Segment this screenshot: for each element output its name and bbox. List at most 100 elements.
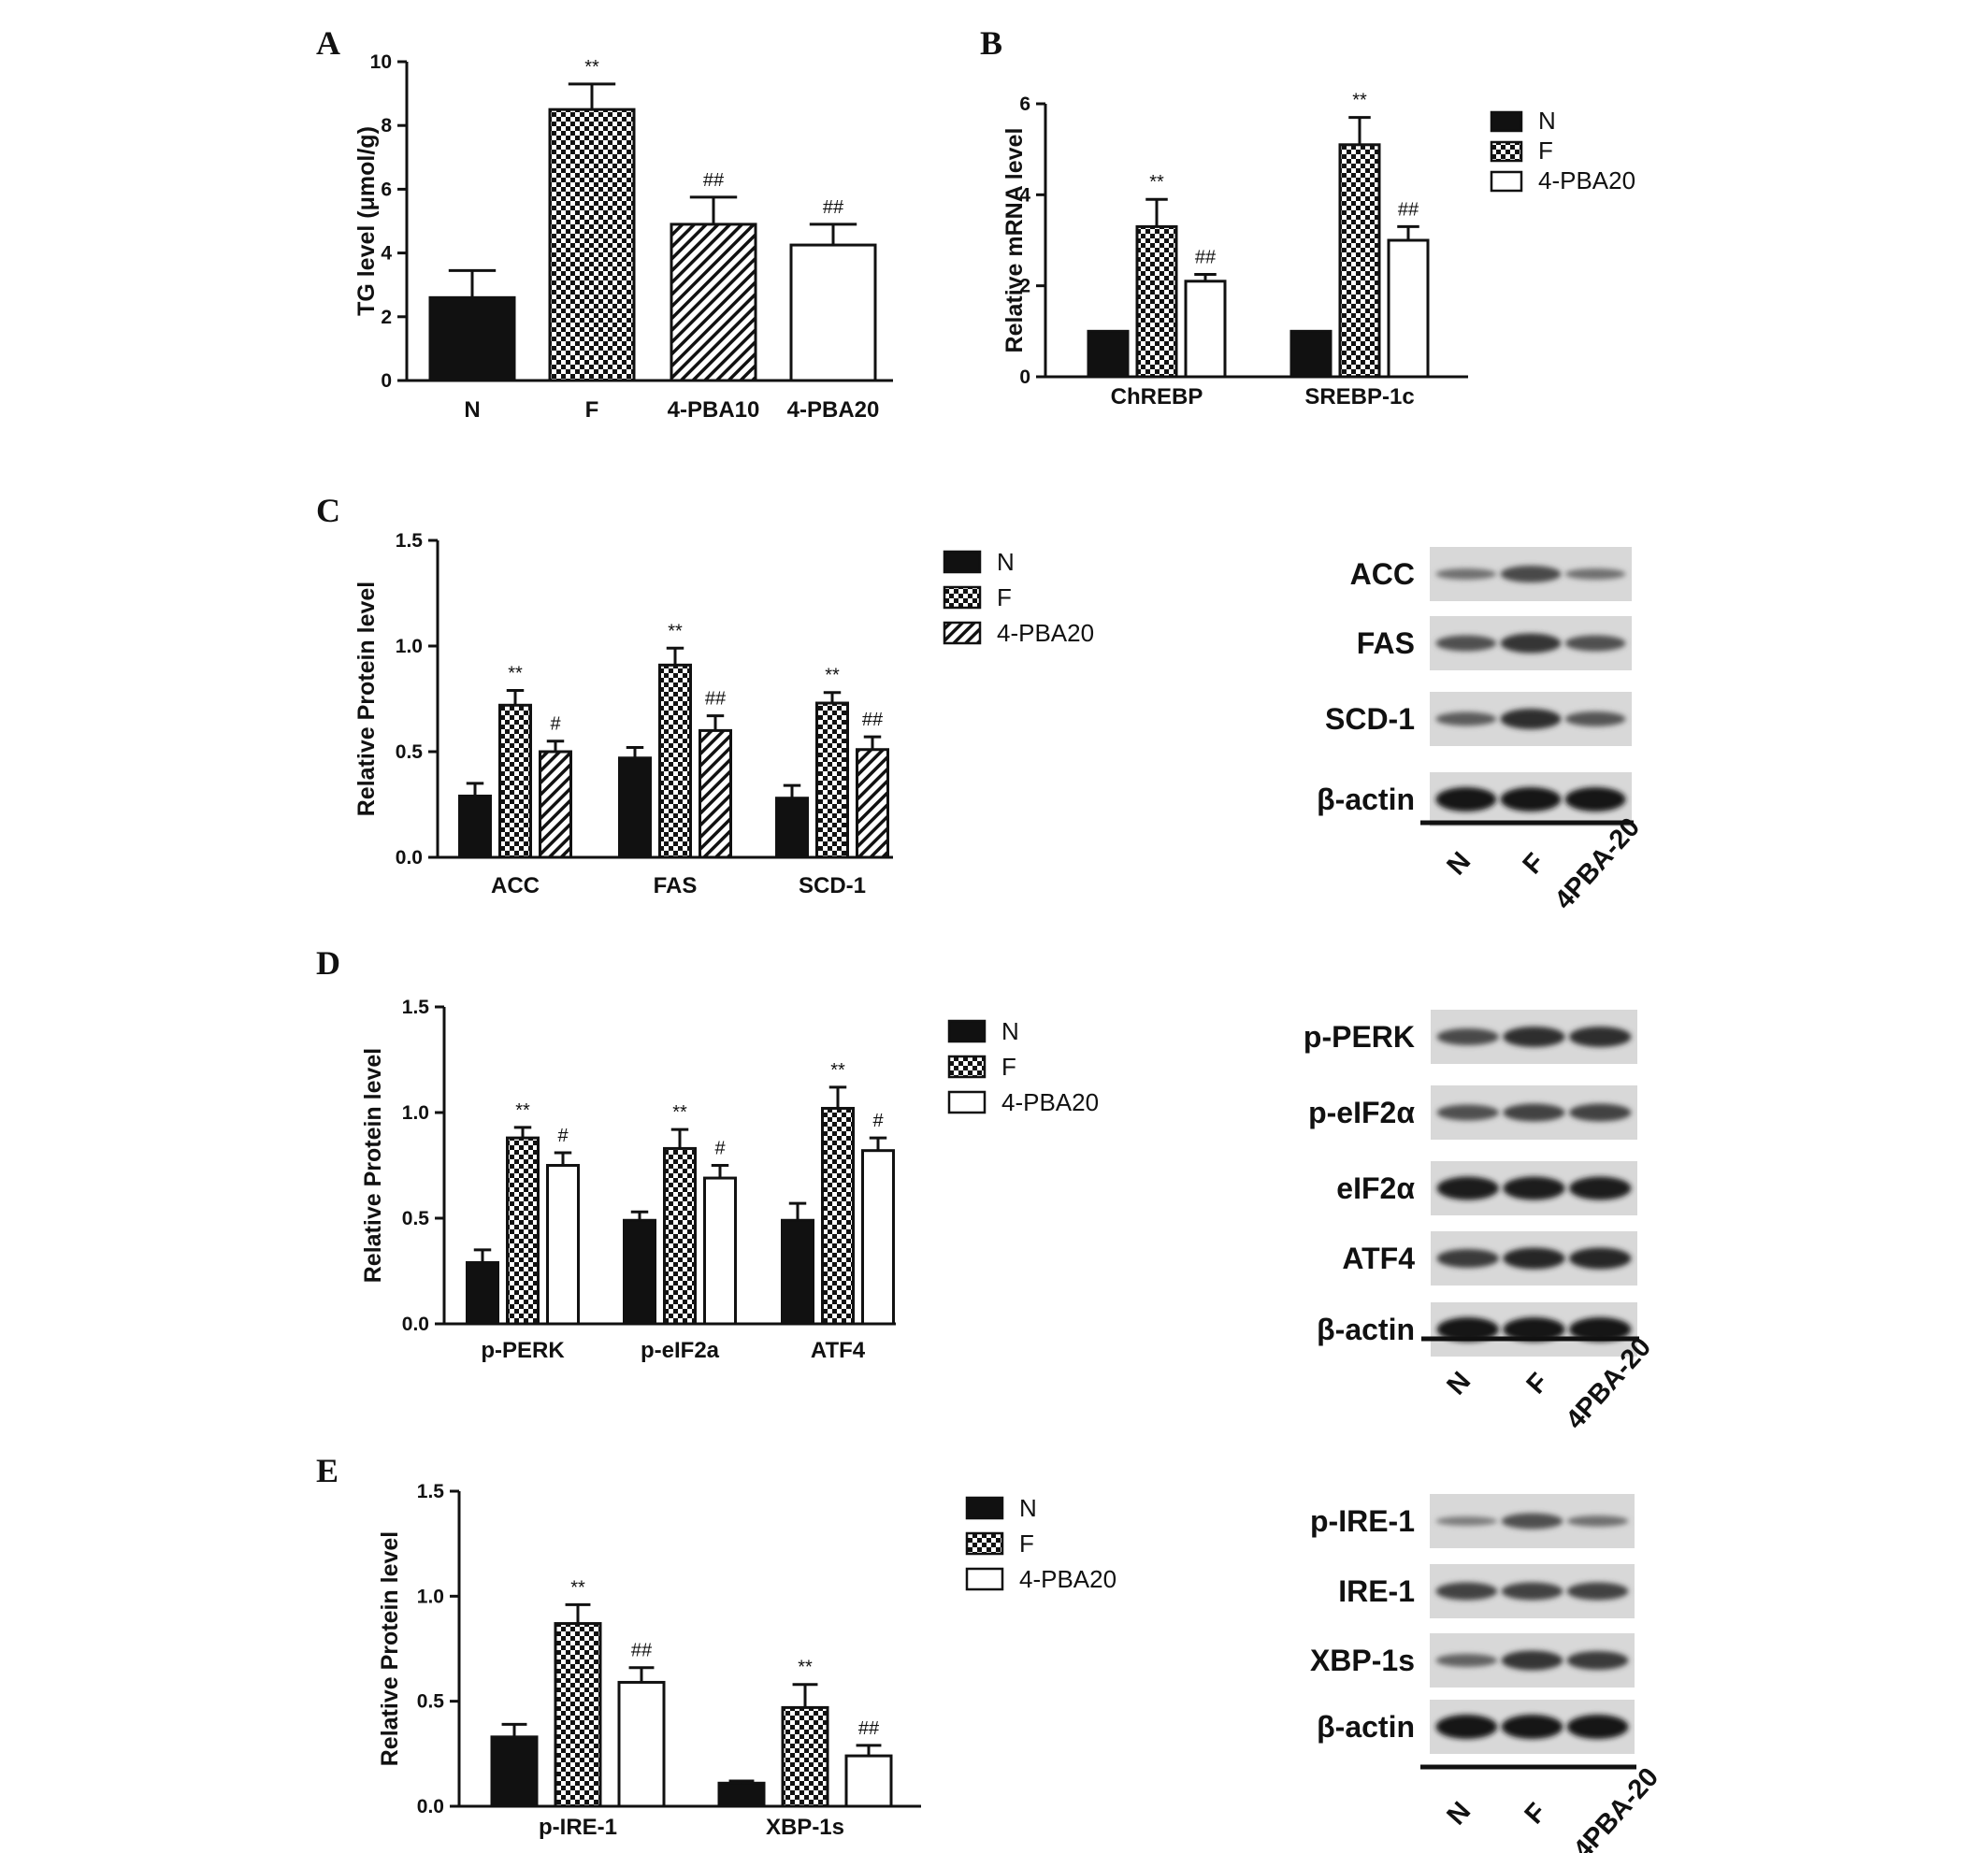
panel-d-legend-label: F [1001, 1053, 1016, 1081]
panel-c-significance-mark: ** [508, 663, 523, 683]
panel-d-significance-mark: ** [515, 1100, 530, 1121]
panel-e-y-tick-label: 1.5 [417, 1481, 445, 1502]
panel-b-bar-0-0 [1087, 329, 1130, 379]
blot-d-row-label: ATF4 [1342, 1242, 1415, 1275]
blot-e-lane-label: N [1441, 1796, 1477, 1831]
blot-c-row-label: FAS [1357, 626, 1415, 660]
blot-c-band [1500, 566, 1562, 582]
panel-a-bar-3 [789, 243, 877, 382]
blot-c-lane-label: 4PBA-20 [1549, 812, 1647, 915]
panel-d-category-label: p-PERK [481, 1338, 565, 1363]
panel-b-y-tick-label: 2 [1019, 276, 1030, 297]
panel-a-category-label: N [464, 397, 480, 423]
panel-e-significance-mark: ** [798, 1658, 813, 1678]
blot-c-lane-label: F [1517, 848, 1550, 881]
panel-b: B 0 2 4 6 Relative mRNA level ** ## ChREBP ** ## SR… [980, 24, 1635, 409]
blot-d-band [1436, 1249, 1499, 1268]
blot-e-row-label: p-IRE-1 [1310, 1504, 1415, 1538]
blot-d-lane-label: N [1441, 1366, 1477, 1401]
panel-d-legend-label: N [1001, 1017, 1019, 1045]
panel-b-significance-mark: ** [1149, 172, 1164, 193]
panel-c-bar-0-0 [458, 794, 492, 859]
panel-d-bar-1-1 [663, 1146, 697, 1326]
panel-e-bar-0-0 [490, 1735, 539, 1808]
panel-a-significance-mark: ## [823, 197, 844, 218]
panel-b-bar-0-2 [1184, 280, 1227, 379]
blot-e-band [1501, 1513, 1563, 1530]
panel-a-y-tick-label: 0 [381, 370, 392, 392]
panel-c-y-tick-label: 1.0 [396, 636, 423, 657]
panel-e-legend-swatch [965, 1531, 1004, 1556]
blot-c-band [1435, 787, 1497, 812]
panel-a-category-label: F [585, 397, 599, 423]
panel-d-bar-0-0 [466, 1260, 499, 1326]
panel-b-significance-mark: ## [1195, 248, 1217, 268]
blot-c-band [1500, 787, 1562, 812]
blot-c-row-label: β-actin [1317, 783, 1415, 816]
panel-a-y-tick-label: 8 [381, 115, 392, 136]
blot-e-band [1501, 1582, 1563, 1601]
panel-a: A 0 2 4 6 8 10 TG level (μmol/g) N ** F ## 4-PBA10 ##… [316, 24, 893, 423]
panel-d-legend-swatch [947, 1055, 987, 1079]
blot-d-band [1569, 1103, 1632, 1122]
panel-c-legend-swatch [943, 550, 982, 574]
panel-e-y-axis-label: Relative Protein level [377, 1531, 403, 1767]
panel-d-category-label: ATF4 [811, 1338, 866, 1363]
panel-b-legend-swatch [1490, 170, 1523, 193]
panel-d-significance-mark: # [714, 1139, 726, 1159]
blot-d-row-label: β-actin [1317, 1313, 1415, 1346]
panel-b-legend-label: 4-PBA20 [1538, 166, 1635, 194]
blot-c-band [1564, 568, 1626, 580]
panel-c-significance-mark: ** [668, 621, 683, 641]
panel-c-category-label: FAS [654, 873, 698, 898]
panel-a-bar-0 [428, 295, 516, 382]
panel-a-bar-1 [548, 108, 636, 382]
panel-d-legend: NF 4-PBA20 [947, 1017, 1099, 1116]
panel-a-significance-mark: ## [703, 170, 725, 191]
panel-d-y-tick-label: 1.0 [402, 1102, 429, 1124]
panel-a-y-tick-label: 2 [381, 307, 392, 328]
panel-d-category-label: p-eIF2a [641, 1338, 720, 1363]
panel-c-legend-swatch [943, 621, 982, 645]
blot-e-row-label: IRE-1 [1338, 1574, 1415, 1608]
panel-d-significance-mark: # [557, 1126, 569, 1146]
blot-e-band [1566, 1715, 1629, 1739]
panel-d-y-axis-label: Relative Protein level [360, 1048, 386, 1284]
panel-e-category-label: p-IRE-1 [539, 1815, 617, 1840]
blot-e-band [1566, 1651, 1629, 1670]
blot-e: p-IRE-1 IRE-1 XBP-1s β-actin N F 4PBA-20 [1310, 1494, 1664, 1853]
panel-e-bar-1-2 [844, 1754, 893, 1808]
blot-d-band [1436, 1317, 1499, 1342]
panel-b-category-label: ChREBP [1111, 384, 1203, 409]
blot-d-band [1436, 1104, 1499, 1121]
panel-e-legend: NF 4-PBA20 [965, 1494, 1116, 1593]
panel-e: E 0.0 0.5 1.0 1.5 Relative Protein level ** ## p… [316, 1452, 1116, 1840]
panel-b-legend-swatch [1490, 140, 1523, 163]
panel-b-legend-label: F [1538, 136, 1553, 165]
panel-e-legend-label: N [1019, 1494, 1037, 1522]
panel-c-bar-1-2 [699, 728, 732, 859]
panel-e-bar-1-0 [717, 1781, 766, 1808]
panel-e-significance-mark: ## [631, 1641, 653, 1661]
panel-d-bar-2-1 [821, 1106, 855, 1326]
panel-c-legend-swatch [943, 585, 982, 610]
panel-c-bar-0-2 [539, 750, 572, 859]
blot-e-band [1566, 1515, 1629, 1527]
blot-c-band [1435, 568, 1497, 580]
panel-d-legend-swatch [947, 1019, 987, 1043]
blot-e-band [1435, 1715, 1498, 1739]
panel-d-y-tick-label: 0.5 [402, 1208, 430, 1229]
panel-a-letter: A [316, 24, 340, 62]
blot-d-band [1436, 1028, 1499, 1045]
panel-c-legend-label: N [997, 548, 1015, 576]
blot-d-band [1503, 1027, 1565, 1047]
panel-d: D 0.0 0.5 1.0 1.5 Relative Protein level ** # p-… [316, 944, 1099, 1363]
panel-c-y-tick-label: 0.0 [396, 847, 423, 869]
blot-d-lane-label: F [1520, 1368, 1554, 1401]
panel-a-y-tick-label: 10 [370, 51, 392, 73]
panel-a-category-label: 4-PBA20 [787, 397, 880, 423]
panel-c-legend: NF 4-PBA20 [943, 548, 1094, 647]
blot-c-band [1564, 635, 1626, 652]
panel-c-bar-2-2 [856, 748, 889, 859]
blot-c-band [1435, 635, 1497, 652]
